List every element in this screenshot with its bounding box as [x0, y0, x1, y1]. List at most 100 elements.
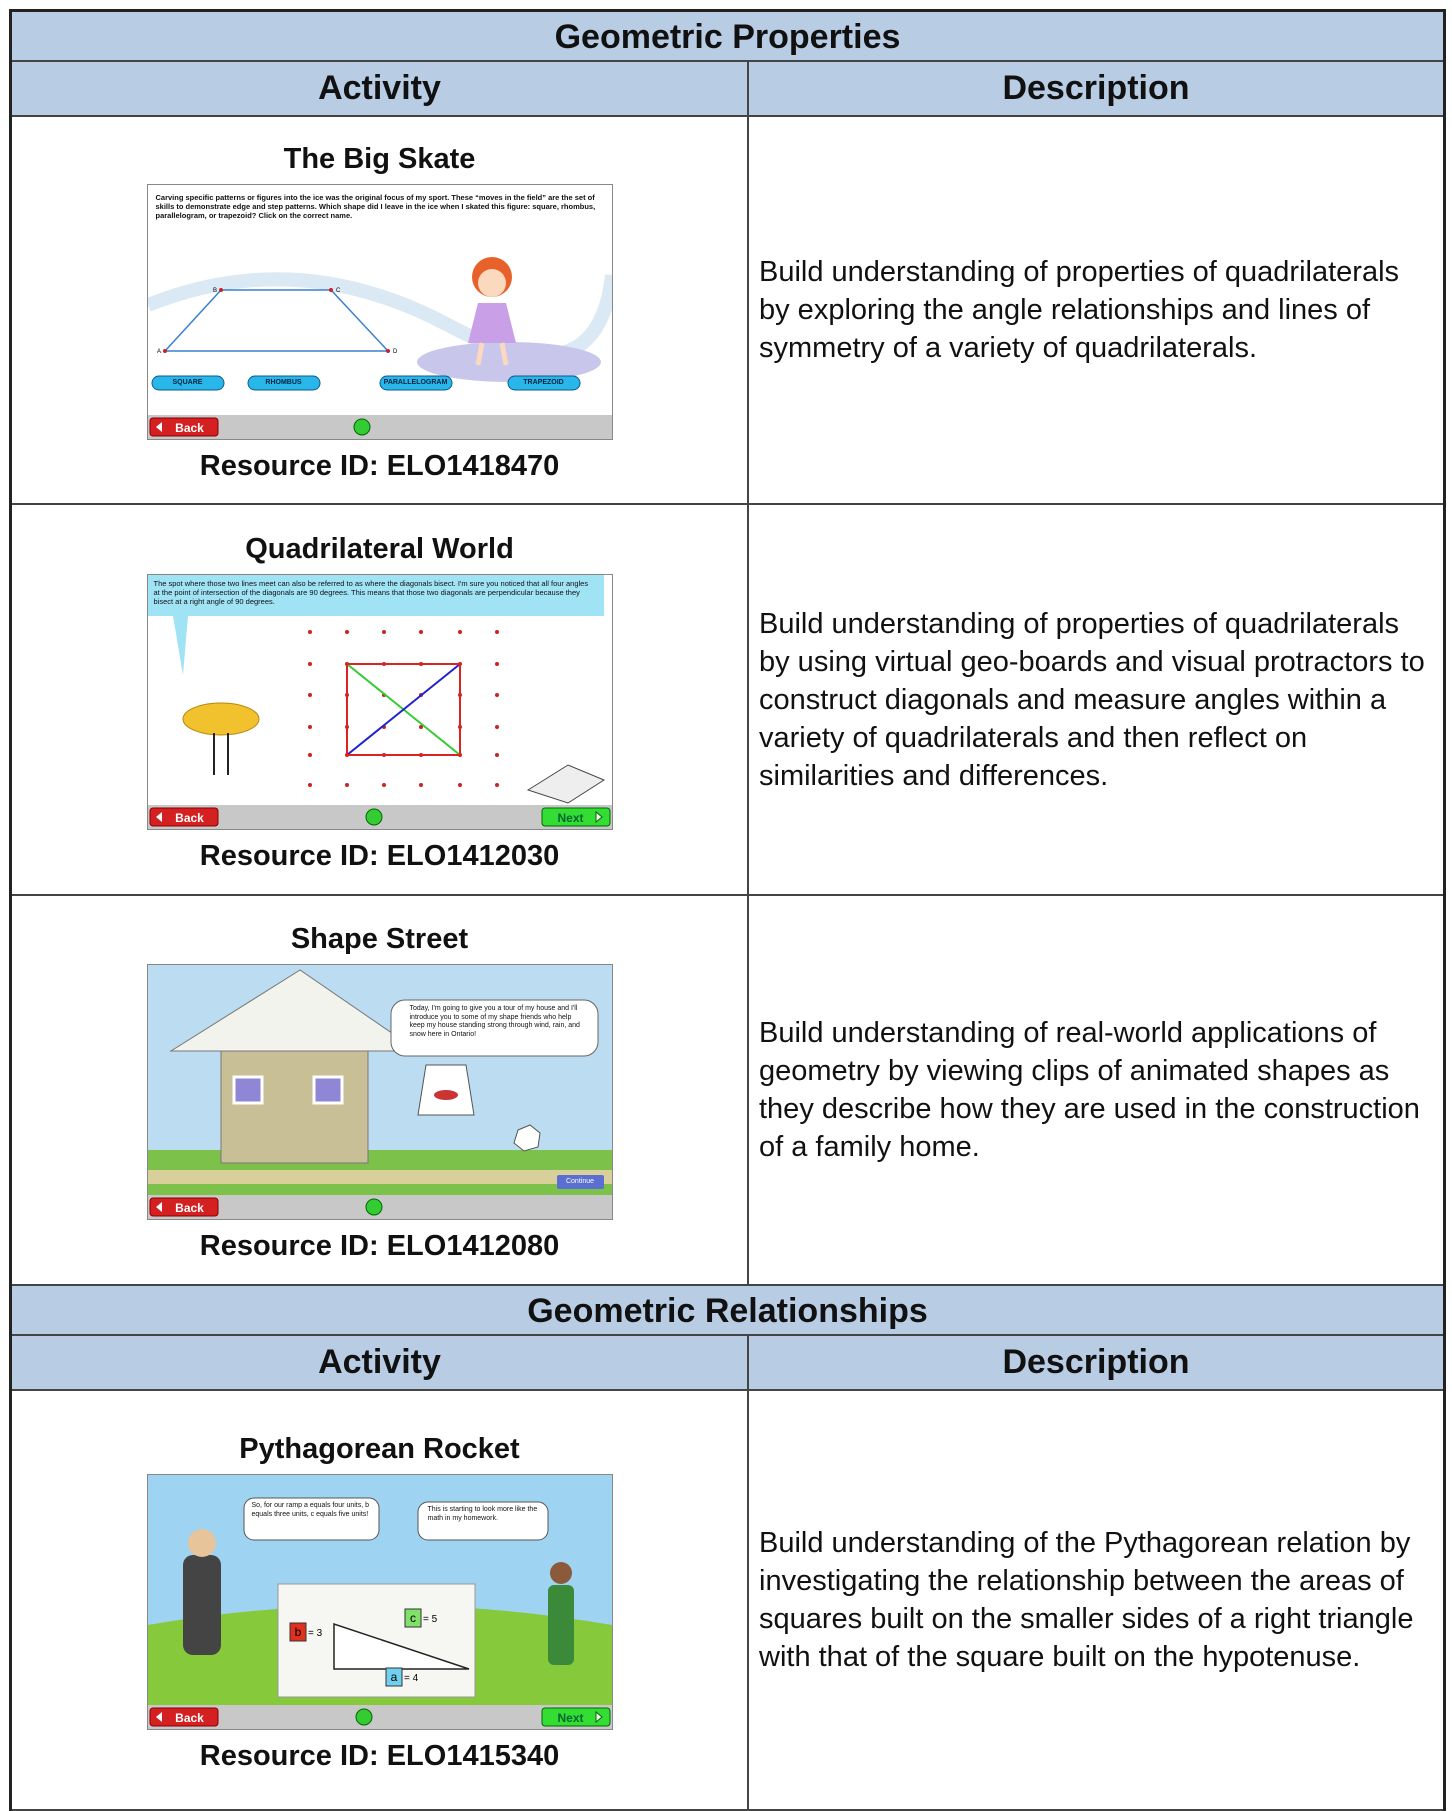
speech-text: This is starting to look more like the m…	[427, 1506, 538, 1522]
skater-face	[477, 269, 506, 297]
peg	[307, 752, 312, 757]
answer-button[interactable]	[507, 375, 580, 391]
vertex-label: C	[336, 288, 341, 294]
section-title: Geometric Properties	[12, 12, 1443, 62]
activity-screenshot: Today, I'm going to give you a tour of m…	[146, 964, 613, 1220]
answer-button[interactable]	[151, 375, 224, 391]
kid	[547, 1585, 574, 1665]
resource-id: Resource ID: ELO1418470	[199, 450, 560, 482]
peg	[381, 629, 386, 634]
resource-id: Resource ID: ELO1412030	[199, 839, 560, 872]
character-body	[182, 702, 259, 735]
peg	[381, 782, 386, 787]
activity-title: Pythagorean Rocket	[239, 1433, 520, 1465]
section-title: Geometric Relationships	[12, 1286, 1443, 1336]
skater-legs	[475, 342, 508, 366]
answer-label: TRAPEZOID	[523, 379, 564, 386]
vertex-label: B	[213, 288, 217, 294]
audio-button	[353, 418, 370, 436]
peg	[494, 661, 499, 666]
small-shape	[512, 1124, 541, 1152]
peg	[457, 782, 462, 787]
back-label: Back	[175, 421, 204, 435]
man	[182, 1555, 221, 1655]
speech-text: Today, I'm going to give you a tour of m…	[409, 1005, 580, 1038]
audio-button	[365, 808, 382, 825]
peg	[344, 782, 349, 787]
ice-patch	[416, 342, 601, 382]
peg	[307, 661, 312, 666]
document-table: Geometric Properties Activity Description T…	[9, 9, 1446, 1811]
activity-cell: Pythagorean Rocket b = 3 c = 5 a = 4 So, for ou…	[12, 1391, 749, 1809]
peg	[494, 629, 499, 634]
next-button[interactable]	[541, 807, 610, 826]
answer-button[interactable]	[379, 375, 452, 391]
back-arrow	[155, 811, 162, 822]
next-button[interactable]	[541, 1707, 610, 1727]
nav-bar	[147, 415, 612, 439]
bubble	[243, 1497, 379, 1541]
description: Build understanding of properties of qua…	[759, 256, 1400, 364]
answer-button[interactable]	[247, 375, 320, 391]
column-header: Description	[1002, 69, 1190, 107]
activity-title: The Big Skate	[283, 143, 476, 175]
activity-screenshot: A B C D Carving specific patterns or figures…	[146, 184, 613, 440]
vertex	[328, 288, 333, 292]
mouth	[433, 1090, 458, 1100]
label-value: = 4	[404, 1673, 419, 1684]
continue-label: Continue	[565, 1178, 595, 1185]
back-arrow	[155, 422, 162, 432]
activity-cell: Shape Street Today, I'm going to give you…	[12, 896, 749, 1284]
screenshot-art: b = 3 c = 5 a = 4	[147, 1475, 612, 1729]
back-button[interactable]	[149, 1197, 218, 1217]
label-value: = 5	[423, 1614, 438, 1625]
peg	[418, 629, 423, 634]
column-header: Activity	[12, 62, 749, 115]
back-button[interactable]	[149, 807, 218, 826]
peg	[344, 629, 349, 634]
table-row: The Big Skate A B C D Carving specific patter…	[12, 117, 1443, 505]
audio-button	[365, 1198, 382, 1216]
back-arrow	[155, 1712, 162, 1722]
continue-button[interactable]	[556, 1175, 604, 1189]
nav-bar	[147, 1705, 612, 1729]
description: Build understanding of real-world applic…	[759, 1017, 1420, 1163]
column-header: Description	[1002, 1343, 1190, 1381]
column-header-row: Activity Description	[12, 1336, 1443, 1391]
activity-screenshot: The spot where those two lines meet can …	[146, 573, 613, 830]
audio-button	[355, 1708, 372, 1726]
table-row: Pythagorean Rocket b = 3 c = 5 a = 4 So, for ou…	[12, 1391, 1443, 1811]
peg	[457, 629, 462, 634]
vertex	[162, 349, 167, 353]
peg	[494, 692, 499, 697]
peg	[418, 782, 423, 787]
peg	[307, 782, 312, 787]
screenshot-art: A B C D	[147, 257, 612, 439]
sidewalk	[147, 1170, 612, 1184]
man-head	[187, 1529, 216, 1557]
activity-cell: Quadrilateral World The spot where those …	[12, 505, 749, 894]
peg	[307, 724, 312, 729]
narration-text: The spot where those two lines meet can …	[153, 578, 589, 606]
next-label: Next	[557, 1711, 584, 1725]
label-letter: b	[294, 1625, 301, 1639]
label-square	[385, 1667, 402, 1687]
screenshot-art	[147, 965, 612, 1219]
diagonal	[345, 662, 461, 756]
vertex	[218, 288, 223, 292]
label-square	[289, 1622, 306, 1642]
back-button[interactable]	[149, 417, 218, 437]
peg	[418, 724, 423, 729]
column-header: Activity	[12, 1336, 749, 1389]
bubble-tail	[172, 615, 188, 675]
activity-cell: The Big Skate A B C D Carving specific patter…	[12, 117, 749, 503]
answer-label: RHOMBUS	[265, 379, 302, 386]
peg	[494, 782, 499, 787]
skater-dress	[467, 303, 516, 343]
back-button[interactable]	[149, 1707, 218, 1727]
peg	[307, 629, 312, 634]
label-value: = 3	[308, 1628, 323, 1639]
label-letter: a	[390, 1670, 397, 1684]
table-row: Shape Street Today, I'm going to give you…	[12, 896, 1443, 1286]
vertex-label: A	[157, 349, 161, 355]
